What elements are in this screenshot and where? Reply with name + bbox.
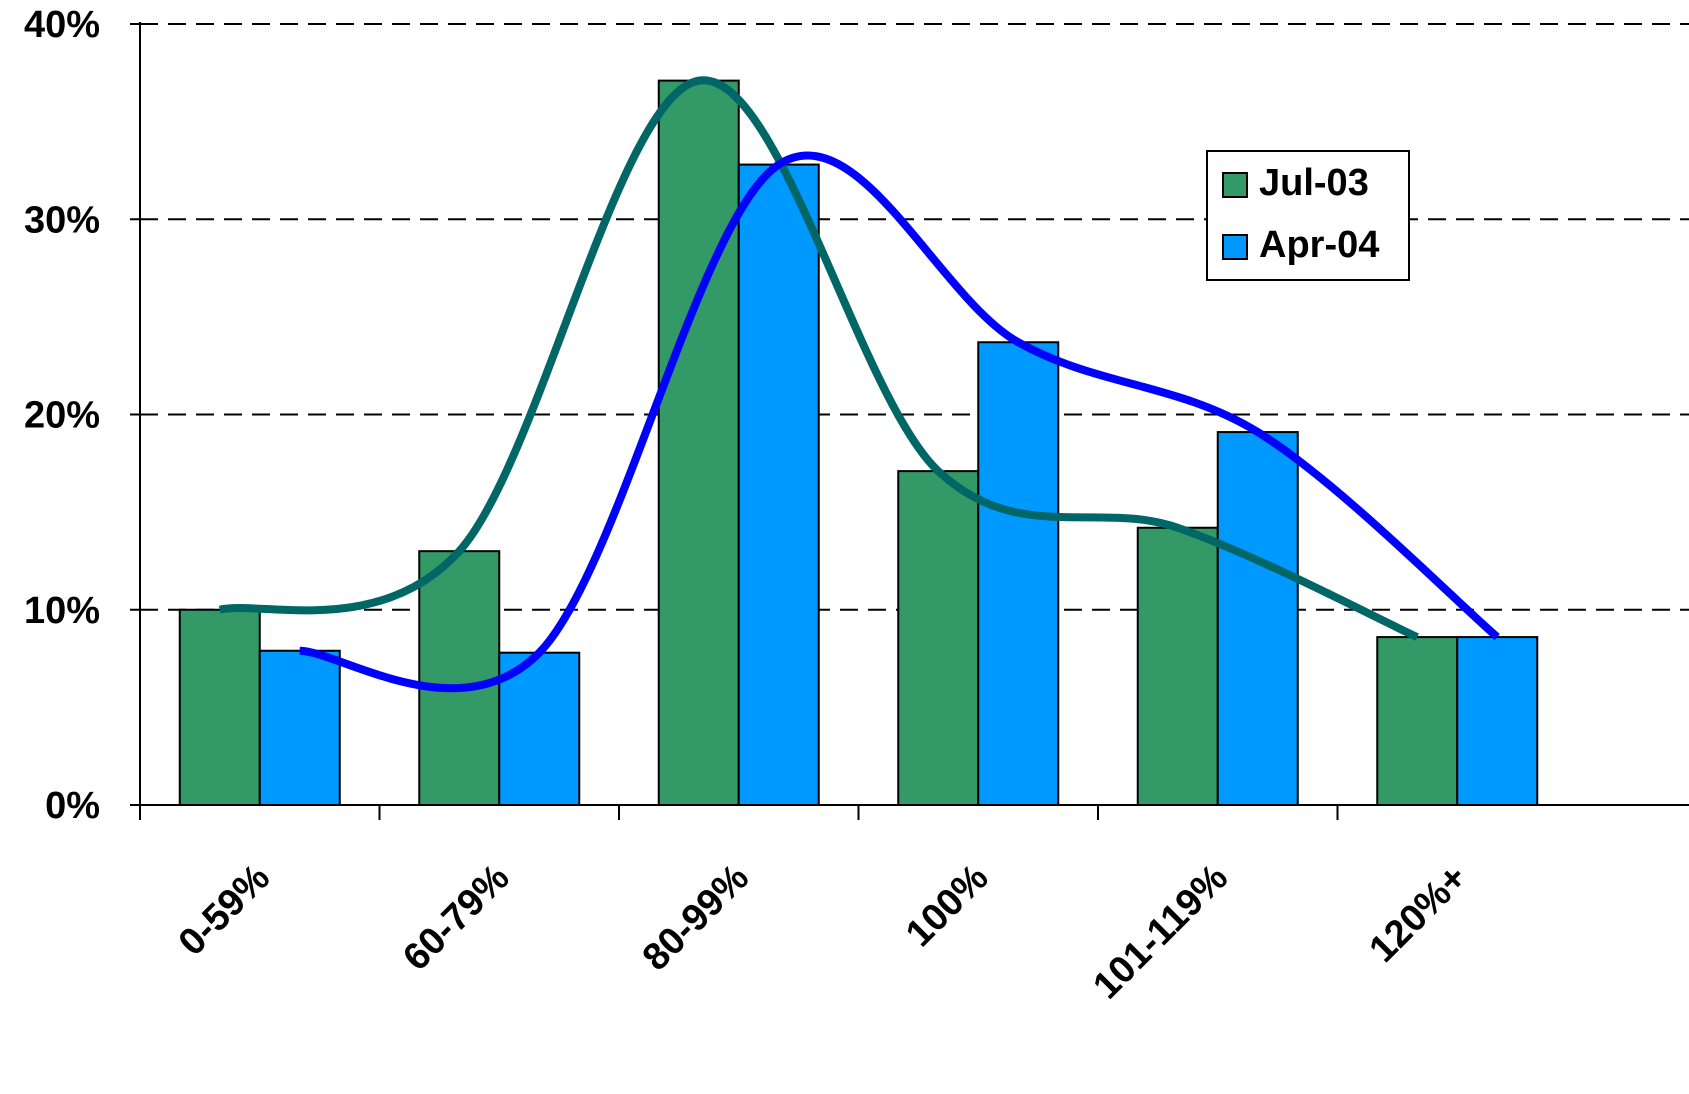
y-tick-label: 0% <box>45 785 100 827</box>
legend: Jul-03 Apr-04 <box>1206 150 1410 281</box>
x-tick-label: 80-99% <box>635 857 757 979</box>
bar-jul-03 <box>178 608 261 806</box>
axes <box>130 22 1689 820</box>
x-tick-labels: 0-59% 60-79% 80-99% 100% 101-119% 120%+ <box>171 857 1476 1008</box>
bar-jul-03 <box>418 550 501 806</box>
legend-swatch-jul-03 <box>1222 172 1248 198</box>
x-tick-label: 60-79% <box>395 857 517 979</box>
bar-apr-04 <box>977 341 1060 806</box>
x-tick-label: 100% <box>898 857 996 955</box>
trend-line-jul-03 <box>218 76 1419 641</box>
bar-jul-03 <box>897 470 980 806</box>
bar-apr-04 <box>737 163 820 806</box>
bar-apr-04 <box>1456 636 1539 807</box>
y-tick-label: 40% <box>24 4 100 46</box>
y-tick-label: 20% <box>24 395 100 437</box>
grid-lines <box>140 23 1689 611</box>
y-tick-labels: 0% 10% 20% 30% 40% <box>24 4 100 827</box>
bar-apr-04 <box>1216 431 1299 806</box>
legend-swatch-apr-04 <box>1222 234 1248 260</box>
x-tick-label: 101-119% <box>1085 857 1236 1008</box>
x-tick-label: 120%+ <box>1361 857 1475 971</box>
bar-jul-03 <box>1376 636 1459 807</box>
trend-lines <box>218 76 1500 693</box>
bar-jul-03 <box>1136 526 1219 806</box>
trend-line-apr-04 <box>299 151 1500 693</box>
y-tick-label: 30% <box>24 199 100 241</box>
bar-apr-04 <box>498 651 581 807</box>
legend-label-apr-04: Apr-04 <box>1259 224 1379 266</box>
bar-jul-03 <box>657 79 740 806</box>
bars <box>178 79 1539 807</box>
legend-label-jul-03: Jul-03 <box>1259 162 1369 204</box>
y-tick-label: 10% <box>24 590 100 632</box>
x-tick-label: 0-59% <box>171 857 278 964</box>
bar-apr-04 <box>258 649 341 806</box>
